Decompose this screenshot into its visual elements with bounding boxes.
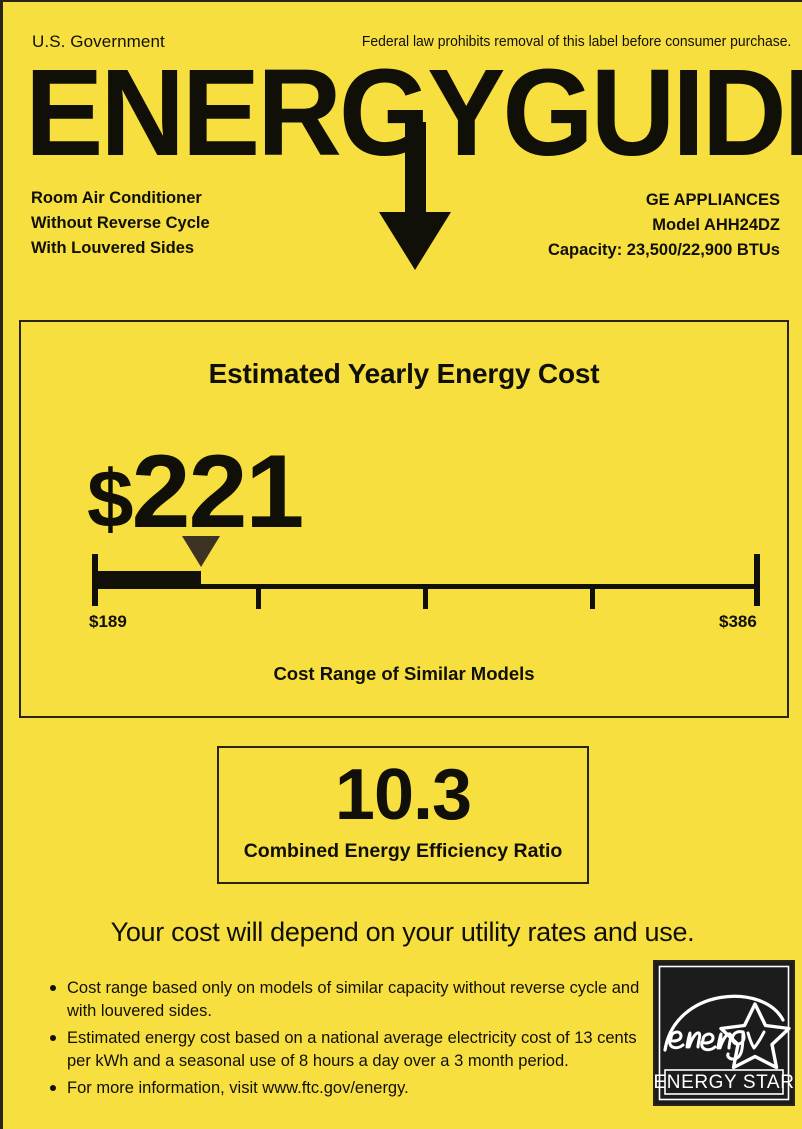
- bullet-icon: [50, 1085, 56, 1091]
- footnote-text: Estimated energy cost based on a nationa…: [67, 1029, 637, 1070]
- arrow-stem: [405, 122, 426, 230]
- currency-symbol: $: [87, 454, 134, 545]
- cost-amount: 221: [131, 434, 304, 550]
- list-item: Estimated energy cost based on a nationa…: [45, 1027, 645, 1073]
- us-government-text: U.S. Government: [32, 32, 165, 51]
- cost-range-scale: $189 $386: [75, 536, 760, 640]
- bullet-icon: [50, 1035, 56, 1041]
- cost-range-marker: [182, 536, 221, 567]
- cost-range-high-label: $386: [719, 612, 757, 631]
- cost-range-caption: Cost Range of Similar Models: [273, 663, 535, 684]
- list-item: Cost range based only on models of simil…: [45, 977, 645, 1023]
- footnote-list: Cost range based only on models of simil…: [45, 977, 645, 1104]
- energy-star-logo: ENERGY STAR: [653, 960, 795, 1106]
- estimated-cost-value: $221: [87, 440, 304, 552]
- ceer-box: 10.3 Combined Energy Efficiency Ratio: [217, 746, 589, 884]
- down-arrow-icon: [379, 122, 451, 272]
- estimated-yearly-energy-cost-box: Estimated Yearly Energy Cost $221 $189 $…: [19, 320, 789, 718]
- product-type-line-3: With Louvered Sides: [31, 239, 195, 257]
- energy-star-wordmark: ENERGY STAR: [655, 1072, 793, 1093]
- brand-name: GE APPLIANCES: [645, 191, 780, 209]
- federal-law-notice: Federal law prohibits removal of this la…: [361, 34, 791, 50]
- cost-range-tick: [255, 587, 261, 609]
- product-identity-block: GE APPLIANCES Model AHH24DZ Capacity: 23…: [548, 188, 780, 263]
- cost-range-low-label: $189: [89, 612, 127, 631]
- ceer-value: 10.3: [334, 755, 472, 835]
- cost-range-tick: [590, 587, 596, 609]
- product-type-line-1: Room Air Conditioner: [31, 189, 202, 207]
- bullet-icon: [50, 985, 56, 991]
- cost-range-axis: [93, 584, 758, 589]
- capacity-rating: Capacity: 23,500/22,900 BTUs: [547, 241, 780, 259]
- cost-range-left-endpoint: [92, 554, 98, 606]
- list-item: For more information, visit www.ftc.gov/…: [45, 1077, 645, 1100]
- cost-disclaimer-tagline: Your cost will depend on your utility ra…: [110, 917, 695, 947]
- product-type-block: Room Air Conditioner Without Reverse Cyc…: [31, 186, 210, 261]
- energy-star-logo-art: ENERGY STAR: [655, 962, 793, 1104]
- model-number: Model AHH24DZ: [652, 216, 780, 234]
- product-type-line-2: Without Reverse Cycle: [31, 214, 210, 232]
- footnote-text: Cost range based only on models of simil…: [67, 979, 640, 1020]
- arrow-head: [379, 212, 451, 270]
- footnote-text: For more information, visit www.ftc.gov/…: [67, 1079, 409, 1097]
- cost-range-right-endpoint: [754, 554, 760, 606]
- ceer-caption: Combined Energy Efficiency Ratio: [243, 840, 563, 862]
- cost-range-tick: [423, 587, 428, 609]
- cost-box-title: Estimated Yearly Energy Cost: [208, 358, 600, 389]
